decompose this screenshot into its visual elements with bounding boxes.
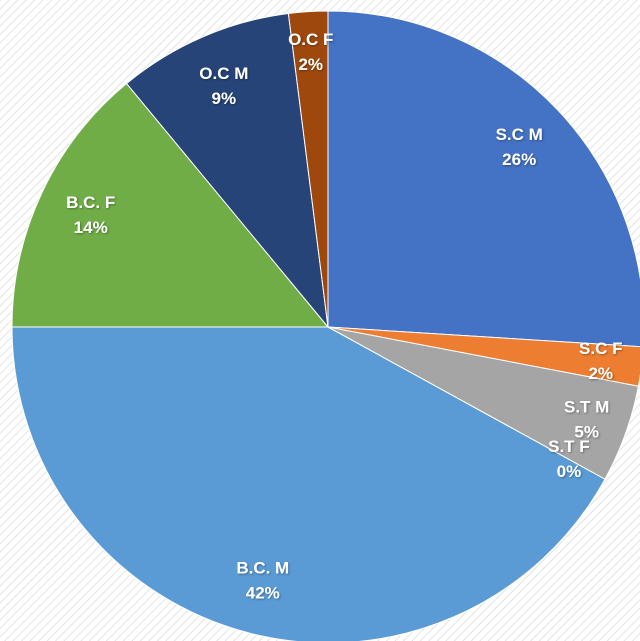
slice-value-label: 5%	[574, 423, 599, 442]
slice-value-label: 9%	[212, 89, 237, 108]
slice-label: B.C. F	[66, 193, 115, 212]
slice-label: O.C F	[288, 30, 333, 49]
labels: S.C M 26% S.C F 2% S.T M 5%S.T F 0% B.C. M 42% B.…	[66, 30, 622, 602]
slice-label: S.T M	[564, 398, 609, 417]
slice-value-label: 2%	[298, 55, 323, 74]
pie-slice	[125, 12, 329, 329]
slice-value-label: 2%	[588, 364, 613, 383]
slice-label: S.T F	[548, 437, 590, 456]
slice-label: B.C. M	[236, 559, 289, 578]
slice-label: S.C M	[496, 125, 543, 144]
slice-value-label: 0%	[557, 462, 582, 481]
pie-slice	[11, 82, 330, 328]
pie-slice	[11, 326, 606, 641]
slice-label: S.C F	[579, 339, 622, 358]
slice-value-label: 14%	[74, 218, 108, 237]
pie	[11, 10, 640, 641]
slice-value-label: 42%	[246, 584, 280, 603]
pie-slice	[327, 10, 640, 348]
slice-label: O.C M	[199, 64, 248, 83]
slice-value-label: 26%	[502, 150, 536, 169]
pie-slice	[287, 10, 329, 328]
